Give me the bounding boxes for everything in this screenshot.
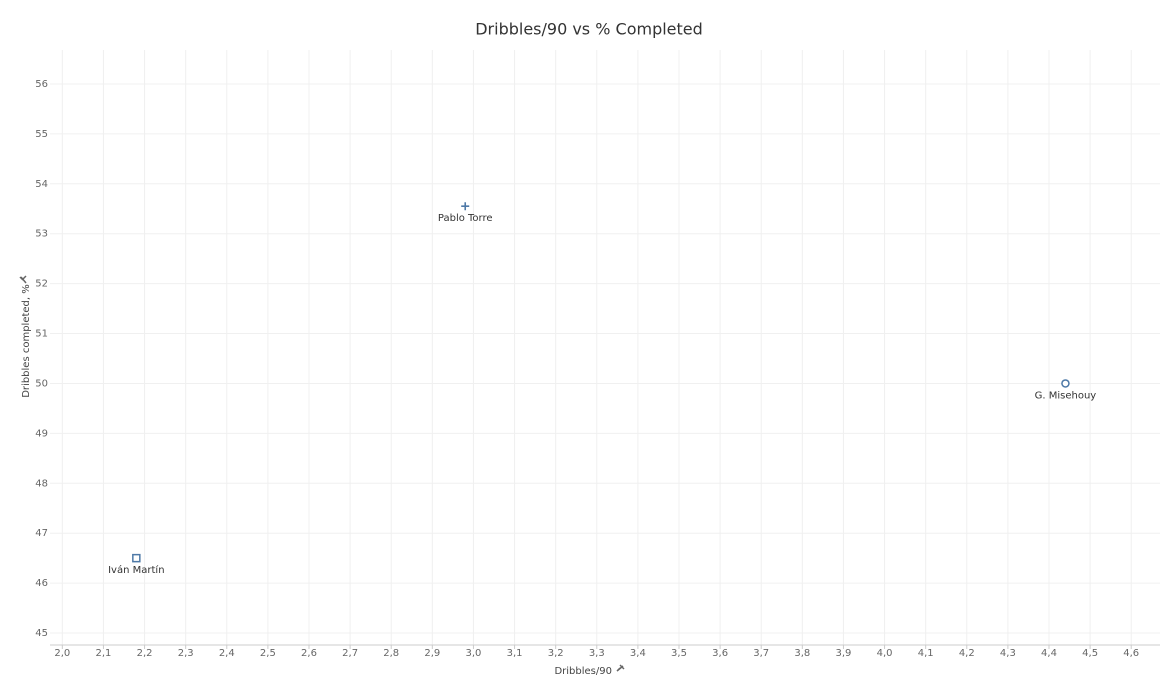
x-tick-label: 3,4 bbox=[630, 648, 646, 659]
point bbox=[461, 202, 470, 211]
x-tick-label: 4,2 bbox=[959, 648, 975, 659]
y-tick-label: 52 bbox=[35, 279, 48, 290]
x-tick-label: 3,0 bbox=[465, 648, 481, 659]
x-tick-label: 2,4 bbox=[219, 648, 235, 659]
y-tick-label: 48 bbox=[35, 478, 48, 489]
x-tick-label: 2,6 bbox=[301, 648, 317, 659]
y-tick-label: 53 bbox=[35, 229, 48, 240]
chart-title: Dribbles/90 vs % Completed bbox=[475, 20, 703, 39]
y-tick-label: 55 bbox=[35, 129, 48, 140]
x-tick-label: 2,9 bbox=[424, 648, 440, 659]
x-axis-label: Dribbles/90 bbox=[554, 666, 612, 677]
y-axis-label: Dribbles completed, % bbox=[21, 284, 32, 398]
x-tick-label: 3,1 bbox=[507, 648, 523, 659]
x-tick-label: 4,6 bbox=[1123, 648, 1139, 659]
y-tick-label: 50 bbox=[35, 378, 48, 389]
y-tick-label: 54 bbox=[35, 179, 48, 190]
x-tick-label: 4,3 bbox=[1000, 648, 1016, 659]
x-tick-label: 3,3 bbox=[589, 648, 605, 659]
x-tick-label: 3,9 bbox=[835, 648, 851, 659]
y-tick-label: 56 bbox=[35, 79, 48, 90]
x-tick-label: 4,1 bbox=[918, 648, 934, 659]
x-tick-label: 4,4 bbox=[1041, 648, 1057, 659]
x-tick-label: 4,5 bbox=[1082, 648, 1098, 659]
y-tick-label: 51 bbox=[35, 329, 48, 340]
point bbox=[132, 553, 141, 563]
x-tick-label: 3,6 bbox=[712, 648, 728, 659]
x-tick-label: 3,7 bbox=[753, 648, 769, 659]
y-tick-label: 45 bbox=[35, 628, 48, 639]
x-tick-label: 3,8 bbox=[794, 648, 810, 659]
point-label: Iván Martín bbox=[108, 564, 164, 576]
x-tick-label: 4,0 bbox=[877, 648, 893, 659]
point-label: Pablo Torre bbox=[438, 213, 493, 224]
x-tick-label: 2,7 bbox=[342, 648, 358, 659]
pin-icon bbox=[19, 275, 27, 284]
x-tick-label: 2,1 bbox=[95, 648, 111, 659]
x-tick-label: 2,8 bbox=[383, 648, 399, 659]
x-tick-label: 2,5 bbox=[260, 648, 276, 659]
x-tick-label: 2,0 bbox=[54, 648, 70, 659]
x-tick-label: 2,2 bbox=[137, 648, 153, 659]
y-tick-label: 49 bbox=[35, 428, 48, 439]
x-tick-label: 3,5 bbox=[671, 648, 687, 659]
point bbox=[1061, 379, 1070, 388]
pin-icon bbox=[616, 664, 625, 672]
x-tick-label: 3,2 bbox=[548, 648, 564, 659]
point-label: G. Misehouy bbox=[1035, 390, 1097, 401]
x-tick-label: 2,3 bbox=[178, 648, 194, 659]
y-tick-label: 47 bbox=[35, 528, 48, 539]
y-tick-label: 46 bbox=[35, 578, 48, 589]
